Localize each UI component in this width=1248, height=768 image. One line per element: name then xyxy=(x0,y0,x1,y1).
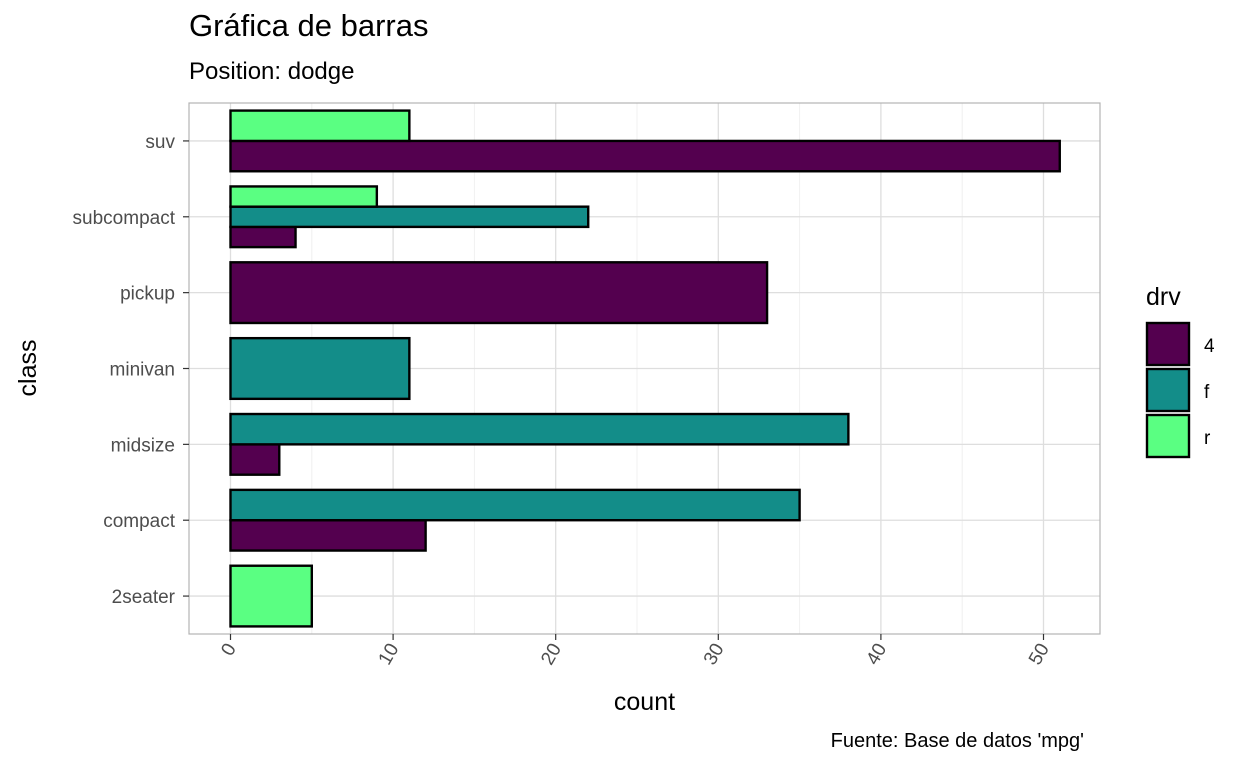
bar-midsize-4 xyxy=(229,443,281,476)
chart-title: Gráfica de barras xyxy=(189,8,429,43)
bar-subcompact-r xyxy=(229,185,379,208)
legend-label-r: r xyxy=(1204,428,1211,449)
legend-label-4: 4 xyxy=(1204,336,1215,357)
legend-key-4 xyxy=(1145,321,1191,367)
bar-suv-r xyxy=(229,109,411,143)
bar-suv-4 xyxy=(229,139,1061,173)
bar-minivan-f xyxy=(229,336,411,401)
legend-key-r xyxy=(1145,413,1191,459)
x-tick-label: 10 xyxy=(375,640,404,669)
y-tick-label: subcompact xyxy=(73,208,176,229)
y-tick-label: suv xyxy=(145,132,175,153)
bar-compact-4 xyxy=(229,519,427,552)
y-tick-label: minivan xyxy=(110,360,175,381)
legend: drv 4 f r xyxy=(1145,283,1215,459)
bar-2seater-r xyxy=(229,564,314,628)
chart-subtitle: Position: dodge xyxy=(189,58,355,85)
chart-caption: Fuente: Base de datos 'mpg' xyxy=(830,730,1084,752)
x-tick-label: 30 xyxy=(700,640,729,669)
legend-key-f xyxy=(1145,367,1191,413)
bar-subcompact-4 xyxy=(229,225,297,249)
y-tick-label: pickup xyxy=(120,284,175,305)
bar-pickup-4 xyxy=(229,261,769,325)
x-tick-label: 50 xyxy=(1025,640,1054,669)
legend-title: drv xyxy=(1146,283,1181,311)
bar-midsize-f xyxy=(229,412,850,446)
y-tick-label: compact xyxy=(103,511,176,532)
bar-subcompact-f xyxy=(229,205,590,229)
x-tick-label: 0 xyxy=(217,640,240,660)
y-axis-title: class xyxy=(14,340,42,397)
x-tick-label: 20 xyxy=(537,640,566,669)
y-tick-label: midsize xyxy=(111,435,175,456)
legend-label-f: f xyxy=(1204,382,1210,403)
x-tick-label: 40 xyxy=(862,640,891,669)
y-tick-label: 2seater xyxy=(112,587,176,608)
bar-compact-f xyxy=(229,488,801,522)
x-axis-title: count xyxy=(614,688,675,716)
